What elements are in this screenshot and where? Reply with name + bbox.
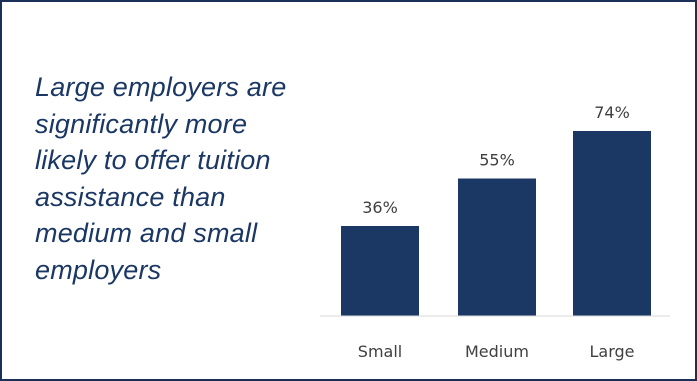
x-tick-large: Large [589,342,634,361]
data-label-medium: 55% [479,151,515,170]
x-tick-medium: Medium [465,342,529,361]
bars-layer [341,131,651,316]
x-tick-small: Small [358,342,402,361]
bar-medium [458,178,536,316]
chart-caption: Large employers are significantly more l… [35,72,287,285]
data-label-small: 36% [362,198,398,217]
bar-large [573,131,651,316]
labels-layer: 36% 55% 74% [362,103,630,217]
bar-small [341,226,419,316]
x-tick-labels: Small Medium Large [358,342,635,361]
data-label-large: 74% [594,103,630,122]
